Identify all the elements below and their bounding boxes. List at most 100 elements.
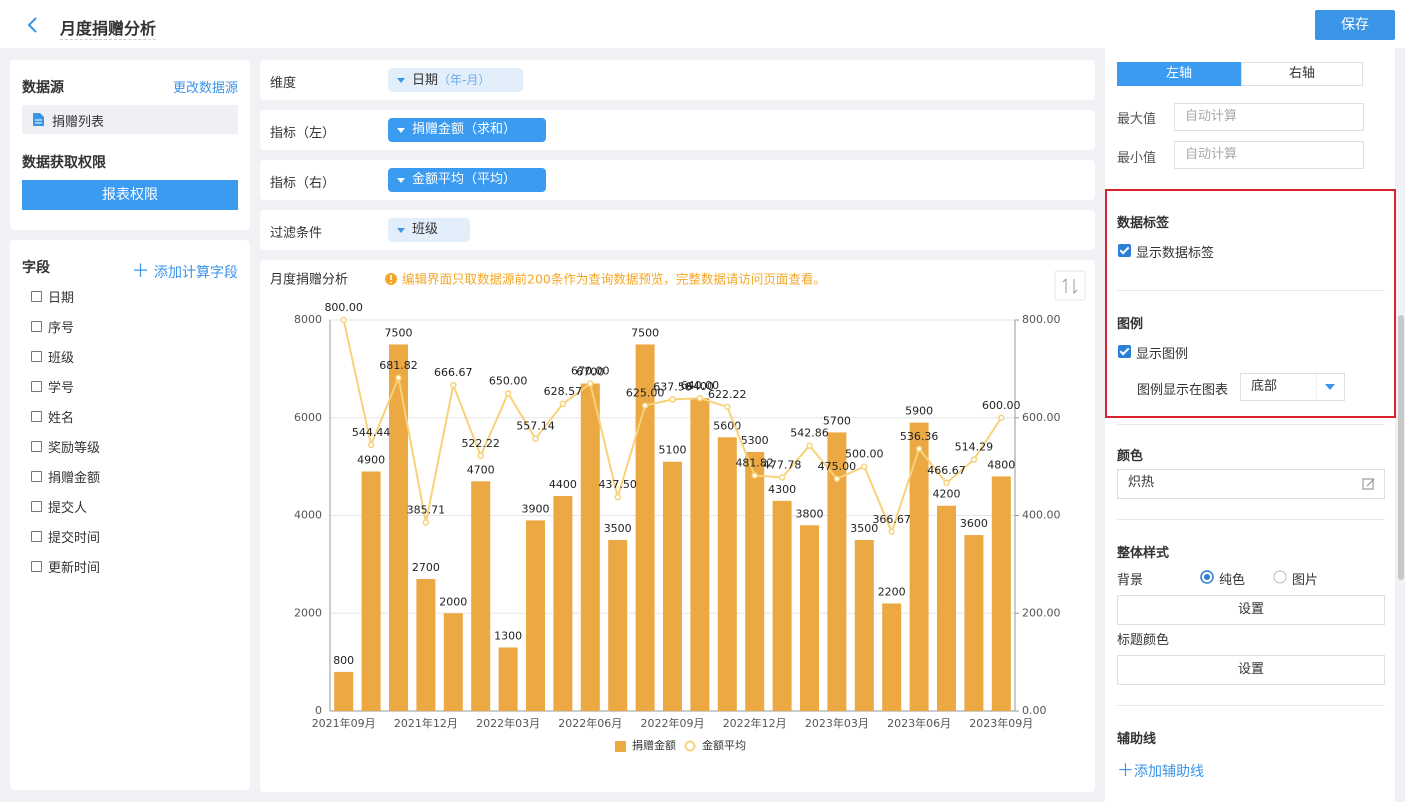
bar <box>937 505 956 711</box>
field-name: 学号 <box>48 381 75 396</box>
data-label: 600.00 <box>982 399 1021 412</box>
chip[interactable]: 日期（年-月） <box>388 68 523 92</box>
doc-icon <box>33 113 44 126</box>
y2-tick-label: 200.00 <box>1022 606 1061 619</box>
warning-icon <box>390 281 392 284</box>
highlight-box <box>1105 189 1396 418</box>
line-point <box>888 528 895 536</box>
swap-icon <box>1062 278 1078 295</box>
data-label: 7500 <box>385 326 413 339</box>
add-field-link[interactable]: ＋ 添加计算字段 <box>131 261 238 282</box>
chart-title: 月度捐赠分析 <box>270 272 348 288</box>
bar <box>827 432 847 711</box>
y2-tick-label: 400.00 <box>1022 509 1061 522</box>
line-point <box>915 445 923 453</box>
row-label: 维度 <box>270 76 297 91</box>
line-point <box>669 396 676 403</box>
x-tick-label: 2023年03月 <box>805 716 869 730</box>
radio[interactable] <box>1199 569 1215 585</box>
source-item[interactable]: 捐赠列表 <box>22 105 238 134</box>
field-icon <box>31 441 42 452</box>
fields-card <box>10 240 250 790</box>
add-field-text: 添加计算字段 <box>154 265 238 281</box>
line-point <box>943 479 950 487</box>
axis-tab[interactable]: 右轴 <box>1241 62 1363 86</box>
data-label: 385.71 <box>407 503 446 516</box>
permission-button[interactable]: 报表权限 <box>22 180 238 210</box>
add-aux-link[interactable]: ＋添加辅助线 <box>1117 761 1204 781</box>
page-title[interactable]: 月度捐赠分析 <box>60 15 157 40</box>
data-label: 437.50 <box>598 478 637 491</box>
edit-icon[interactable] <box>1362 477 1376 491</box>
chart: 月度捐赠分析 编辑界面只取数据源前200条作为查询数据预览，完整数据请访问页面查… <box>270 270 1086 752</box>
swap-button[interactable] <box>1054 270 1086 301</box>
line-point <box>450 381 457 389</box>
axis-tab[interactable]: 左轴 <box>1117 62 1241 86</box>
bar <box>580 383 600 711</box>
min-input[interactable]: 自动计算 <box>1174 141 1364 169</box>
data-label: 481.82 <box>735 457 774 470</box>
legend-swatch <box>684 740 696 752</box>
bar <box>745 451 765 711</box>
radio-label: 图片 <box>1292 573 1319 588</box>
line-point <box>422 519 430 526</box>
field-icon <box>31 381 42 392</box>
field-label: 最大值 <box>1117 112 1157 127</box>
x-tick-label: 2022年12月 <box>723 716 787 730</box>
bar <box>334 671 354 711</box>
x-tick-label: 2023年06月 <box>887 716 951 730</box>
section-label: 图例 <box>1117 317 1144 332</box>
section-label: 颜色 <box>1117 449 1144 464</box>
data-label: 2700 <box>412 561 440 574</box>
save-button[interactable]: 保存 <box>1315 10 1395 40</box>
scrollbar[interactable] <box>1398 315 1404 580</box>
field-icon <box>31 351 42 362</box>
chip-note: （年-月） <box>438 73 491 87</box>
line-point <box>532 435 539 442</box>
data-label: 542.86 <box>790 427 829 440</box>
x-tick-label: 2022年06月 <box>558 716 622 730</box>
field-name: 提交时间 <box>48 531 101 546</box>
line-point <box>614 493 621 501</box>
y-tick-label: 8000 <box>294 313 322 326</box>
max-input[interactable]: 自动计算 <box>1174 103 1364 131</box>
back-button[interactable] <box>26 16 40 34</box>
set-button[interactable]: 设置 <box>1117 595 1385 625</box>
data-label: 800.00 <box>324 301 363 314</box>
data-label: 4400 <box>549 478 577 491</box>
color-input[interactable]: 炽热 <box>1117 469 1385 499</box>
data-label: 3900 <box>522 502 550 515</box>
x-tick-label: 2021年12月 <box>394 716 458 730</box>
section-label: 数据获取权限 <box>22 155 106 171</box>
source-name: 捐赠列表 <box>52 115 105 130</box>
legend-label: 捐赠金额 <box>632 738 676 752</box>
bar <box>443 613 463 711</box>
line-point <box>998 414 1005 421</box>
field-label: 最小值 <box>1117 151 1157 166</box>
line-point <box>778 474 786 481</box>
data-label: 514.29 <box>955 441 994 454</box>
chip[interactable]: 金额平均（平均） <box>388 168 546 192</box>
field-icon <box>31 531 42 542</box>
data-label: 3600 <box>960 517 988 530</box>
checkbox[interactable] <box>1118 345 1131 358</box>
set-button[interactable]: 设置 <box>1117 655 1385 685</box>
change-source-link[interactable]: 更改数据源 <box>172 81 238 96</box>
field-icon <box>31 471 42 482</box>
add-aux-text: 添加辅助线 <box>1134 764 1204 780</box>
chip[interactable]: 班级 <box>388 218 470 242</box>
bar <box>772 500 792 711</box>
data-label: 800 <box>333 654 354 667</box>
radio[interactable] <box>1272 569 1288 585</box>
line-point <box>477 452 484 460</box>
data-label: 4900 <box>357 454 385 467</box>
line-point <box>751 472 758 479</box>
config-row <box>260 210 1095 250</box>
field-icon <box>31 561 42 572</box>
checkbox[interactable] <box>1118 244 1131 257</box>
data-label: 625.00 <box>626 387 665 400</box>
divider <box>1117 290 1385 291</box>
bar <box>854 539 874 711</box>
data-label: 3800 <box>796 507 824 520</box>
chip[interactable]: 捐赠金额（求和） <box>388 118 546 142</box>
